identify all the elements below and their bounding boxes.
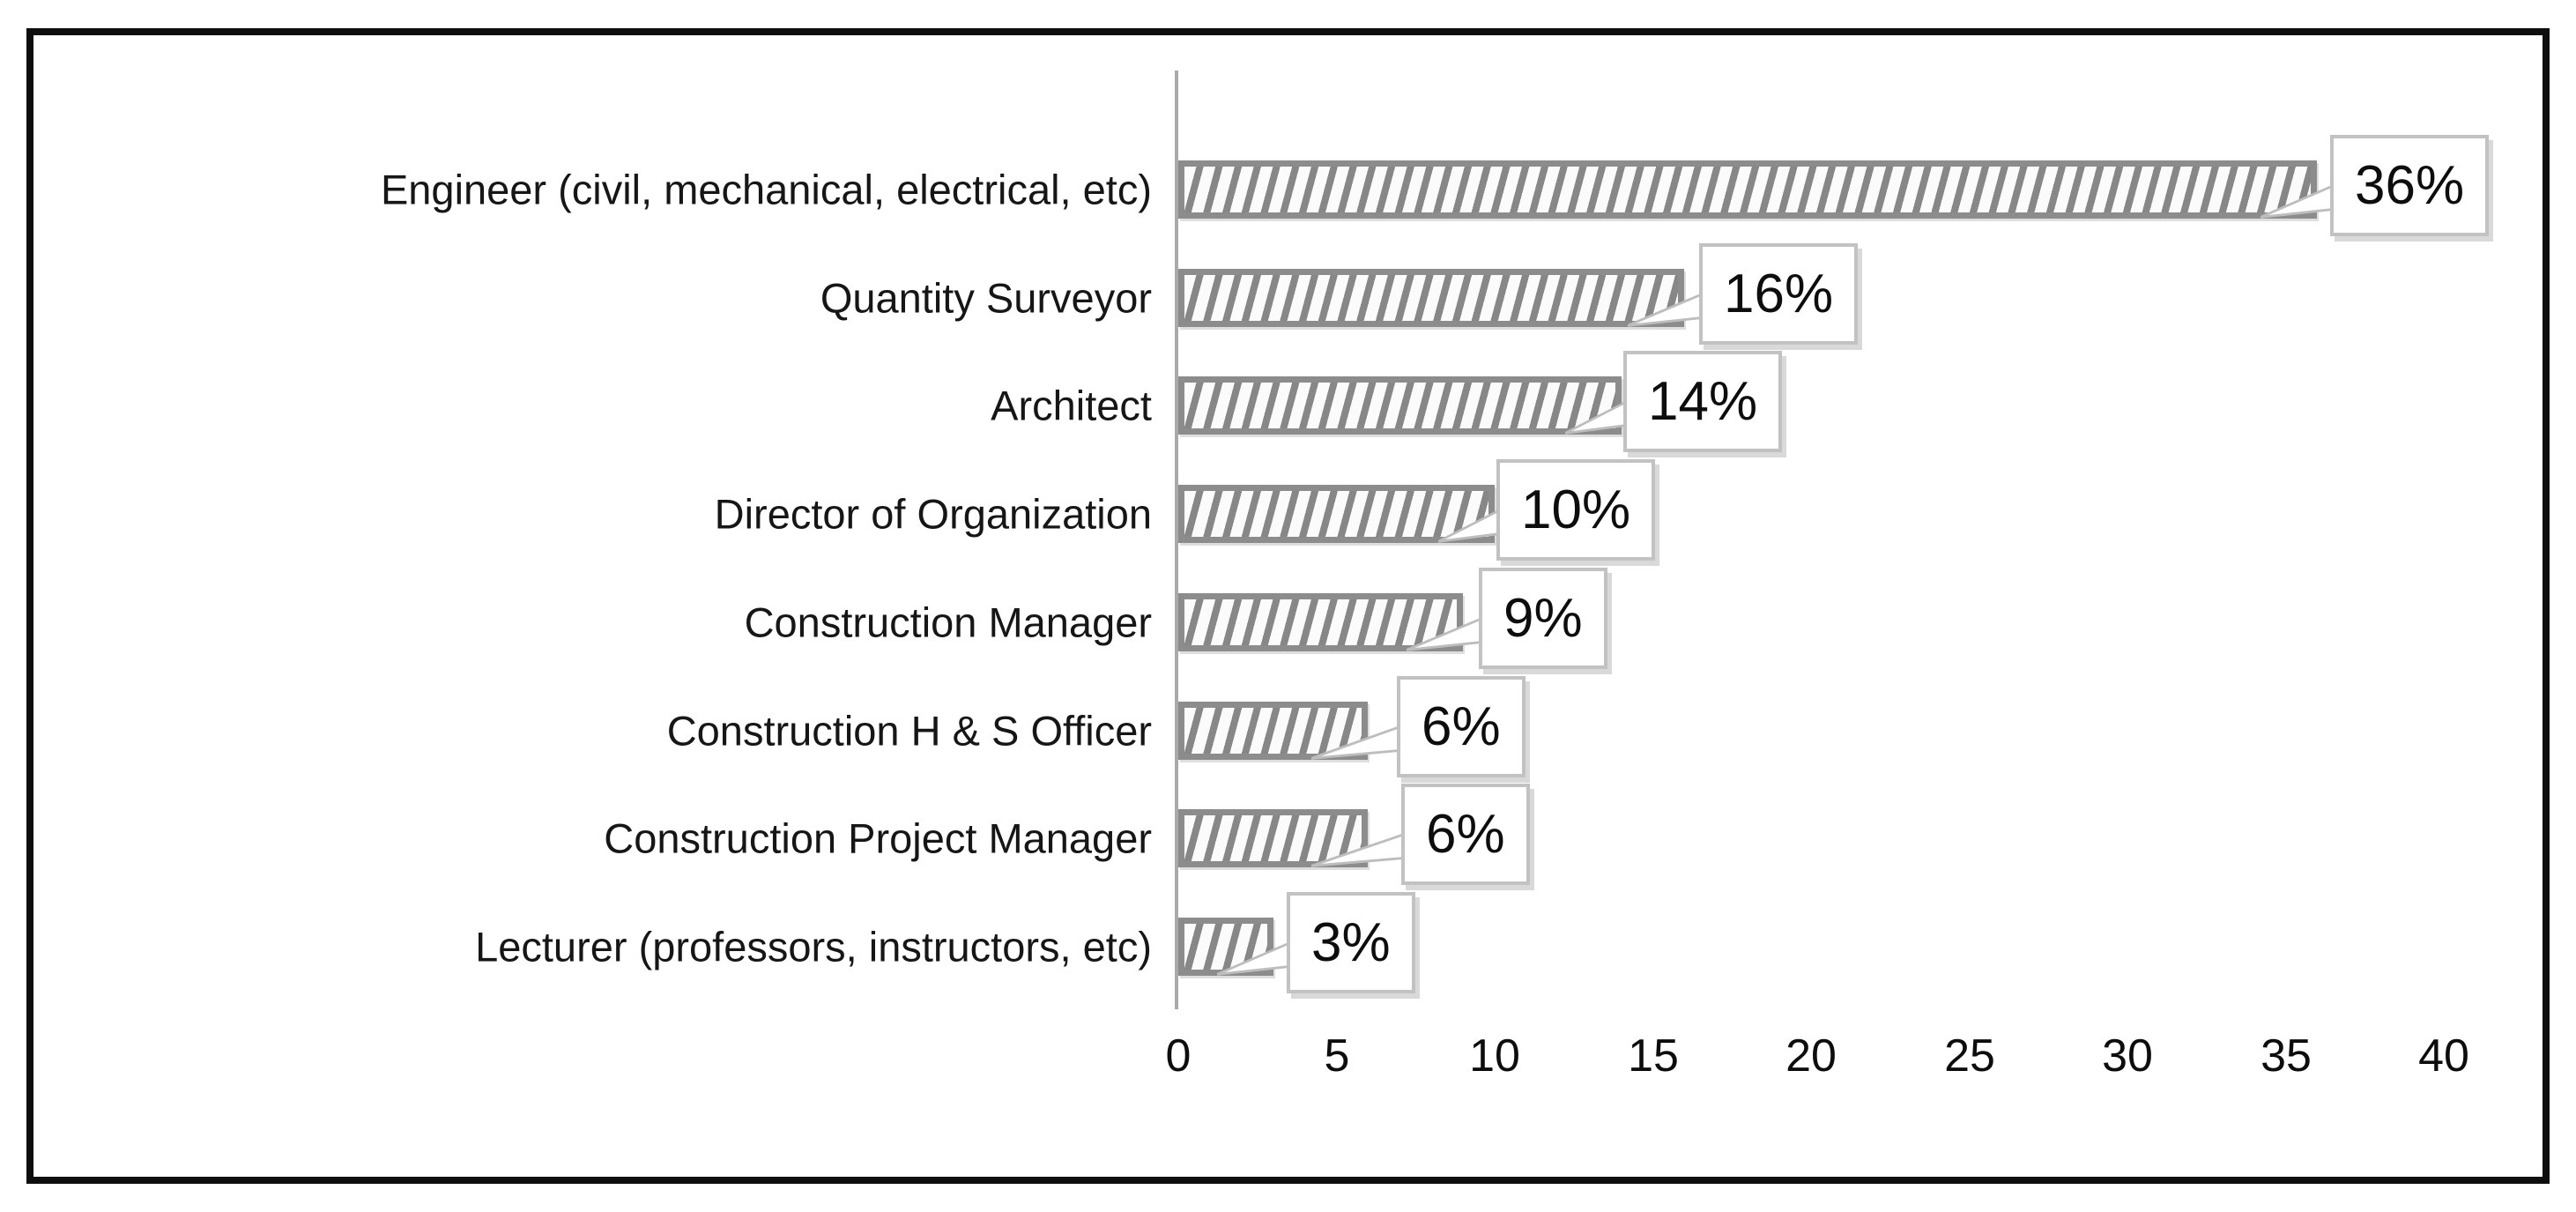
x-tick-label: 0 xyxy=(1165,1030,1191,1082)
data-label-value: 10% xyxy=(1496,459,1656,561)
data-label-callout: 6% xyxy=(1311,784,1530,885)
data-label-value: 36% xyxy=(2330,135,2490,236)
callout-leader-line xyxy=(1628,292,1704,327)
data-label-value: 9% xyxy=(1479,568,1607,669)
x-tick-label: 5 xyxy=(1324,1030,1350,1082)
data-label-value: 16% xyxy=(1699,243,1859,345)
data-label-callout: 14% xyxy=(1565,351,1783,452)
bar xyxy=(1178,593,1463,651)
callout-leader-line xyxy=(1438,508,1502,543)
x-tick-label: 10 xyxy=(1469,1030,1520,1082)
category-label: Construction Manager xyxy=(744,599,1152,646)
category-label: Director of Organization xyxy=(714,490,1152,538)
data-label-callout: 10% xyxy=(1438,459,1656,561)
category-label: Architect xyxy=(991,382,1152,429)
category-label: Engineer (civil, mechanical, electrical,… xyxy=(380,166,1152,213)
data-label-value: 14% xyxy=(1623,351,1783,452)
data-label-callout: 6% xyxy=(1311,676,1526,777)
bar xyxy=(1178,376,1622,435)
callout-leader-line xyxy=(1311,832,1407,867)
callout-leader-line xyxy=(1217,941,1292,976)
x-tick-label: 40 xyxy=(2418,1030,2469,1082)
data-label-callout: 16% xyxy=(1628,243,1859,345)
bar xyxy=(1178,485,1495,543)
bar xyxy=(1178,269,1684,327)
category-label: Construction Project Manager xyxy=(604,814,1152,862)
callout-leader-line xyxy=(1565,399,1629,435)
category-label: Construction H & S Officer xyxy=(666,707,1152,754)
data-label-value: 6% xyxy=(1401,784,1530,885)
data-label-value: 3% xyxy=(1287,892,1415,993)
data-label-value: 6% xyxy=(1397,676,1526,777)
category-label: Lecturer (professors, instructors, etc) xyxy=(475,923,1152,970)
y-axis-line xyxy=(1175,71,1178,1009)
x-tick-label: 20 xyxy=(1785,1030,1837,1082)
data-label-callout: 9% xyxy=(1407,568,1607,669)
bar xyxy=(1178,160,2317,219)
x-tick-label: 15 xyxy=(1628,1030,1679,1082)
data-label-callout: 3% xyxy=(1217,892,1415,993)
x-tick-label: 25 xyxy=(1944,1030,1995,1082)
category-label: Quantity Surveyor xyxy=(820,274,1152,322)
callout-leader-line xyxy=(1311,725,1402,760)
x-tick-label: 30 xyxy=(2102,1030,2153,1082)
x-tick-label: 35 xyxy=(2260,1030,2312,1082)
callout-leader-line xyxy=(1407,616,1484,651)
data-label-callout: 36% xyxy=(2260,135,2490,236)
callout-leader-line xyxy=(2260,183,2335,219)
